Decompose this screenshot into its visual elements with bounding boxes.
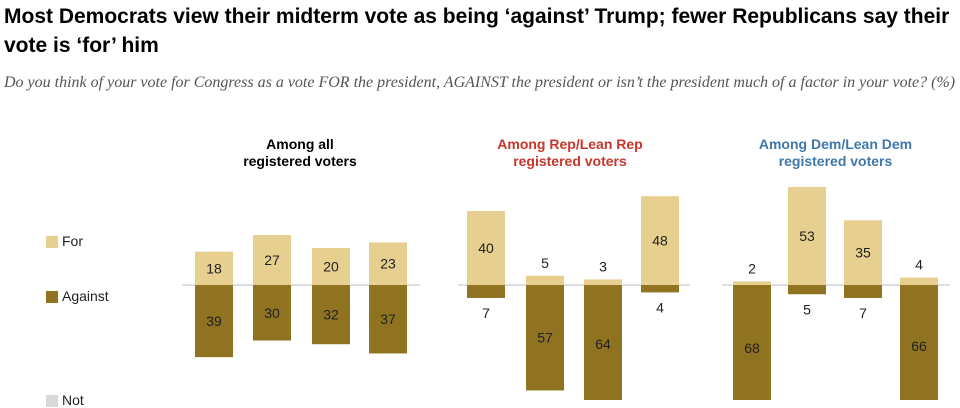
bar-against-all-4 [369,285,407,354]
bar-for-all-3 [312,248,350,285]
label-against-dem-2: 5 [803,301,811,317]
label-for-rep-4: 48 [652,233,668,249]
bar-against-all-2 [253,285,291,341]
label-for-all-2: 27 [264,252,280,268]
label-for-all-3: 20 [323,259,339,275]
bar-against-rep-1 [467,285,505,298]
bar-against-dem-2 [788,285,826,295]
label-for-rep-1: 40 [478,240,494,256]
panel-title-all-line2: registered voters [243,153,357,169]
legend-for-swatch [46,236,58,248]
bar-for-rep-1 [467,211,505,285]
bar-for-all-4 [369,242,407,285]
label-for-all-1: 18 [206,260,222,276]
label-against-dem-3: 7 [859,305,867,321]
label-against-all-1: 39 [206,313,222,329]
label-against-rep-1: 7 [482,305,490,321]
label-against-rep-2: 57 [537,330,553,346]
label-against-dem-1: 68 [744,340,760,356]
bar-for-all-2 [253,235,291,285]
panel-title-all: Among all registered voters [200,136,400,170]
bar-for-dem-4 [900,277,938,285]
panel-title-rep-line1: Among Rep/Lean Rep [497,136,643,152]
label-against-rep-4: 4 [656,299,664,315]
bar-against-rep-3 [584,285,622,400]
panel-title-dem-line2: registered voters [778,153,893,169]
bar-against-rep-2 [526,285,564,391]
panel-title-dem-line1: Among Dem/Lean Dem [758,136,913,152]
label-against-rep-3: 64 [595,336,611,352]
legend-against-label: Against [62,288,109,304]
panel-title-all-line1: Among all [266,136,334,152]
label-for-dem-2: 53 [799,228,815,244]
label-against-all-2: 30 [264,305,280,321]
panel-title-rep-line2: registered voters [513,153,627,169]
bar-against-dem-4 [900,285,938,400]
panel-title-rep: Among Rep/Lean Rep registered voters [455,136,685,170]
label-against-all-3: 32 [323,307,339,323]
bar-against-all-3 [312,285,350,345]
panel-title-dem: Among Dem/Lean Dem registered voters [718,136,953,170]
bar-for-rep-2 [526,275,564,285]
bar-for-rep-4 [641,196,679,285]
bar-for-all-1 [195,251,233,285]
label-for-rep-3: 3 [599,258,607,274]
bar-against-dem-3 [844,285,882,298]
chart-title: Most Democrats view their midterm vote a… [4,5,950,57]
label-for-dem-1: 2 [748,260,756,276]
label-for-dem-3: 35 [855,245,871,261]
label-for-dem-4: 4 [915,257,923,273]
bar-for-dem-3 [844,220,882,285]
chart-subtitle: Do you think of your vote for Congress a… [4,74,956,91]
label-against-dem-4: 66 [911,338,927,354]
bar-for-dem-1 [733,281,771,285]
label-for-rep-2: 5 [541,255,549,271]
label-against-all-4: 37 [380,311,396,327]
legend-against-swatch [46,291,58,303]
bar-against-dem-1 [733,285,771,400]
label-for-all-4: 23 [380,256,396,272]
bar-for-rep-3 [584,279,622,285]
legend-for-label: For [62,233,83,249]
bar-against-rep-4 [641,285,679,293]
bar-for-dem-2 [788,186,826,285]
bar-against-all-1 [195,285,233,358]
